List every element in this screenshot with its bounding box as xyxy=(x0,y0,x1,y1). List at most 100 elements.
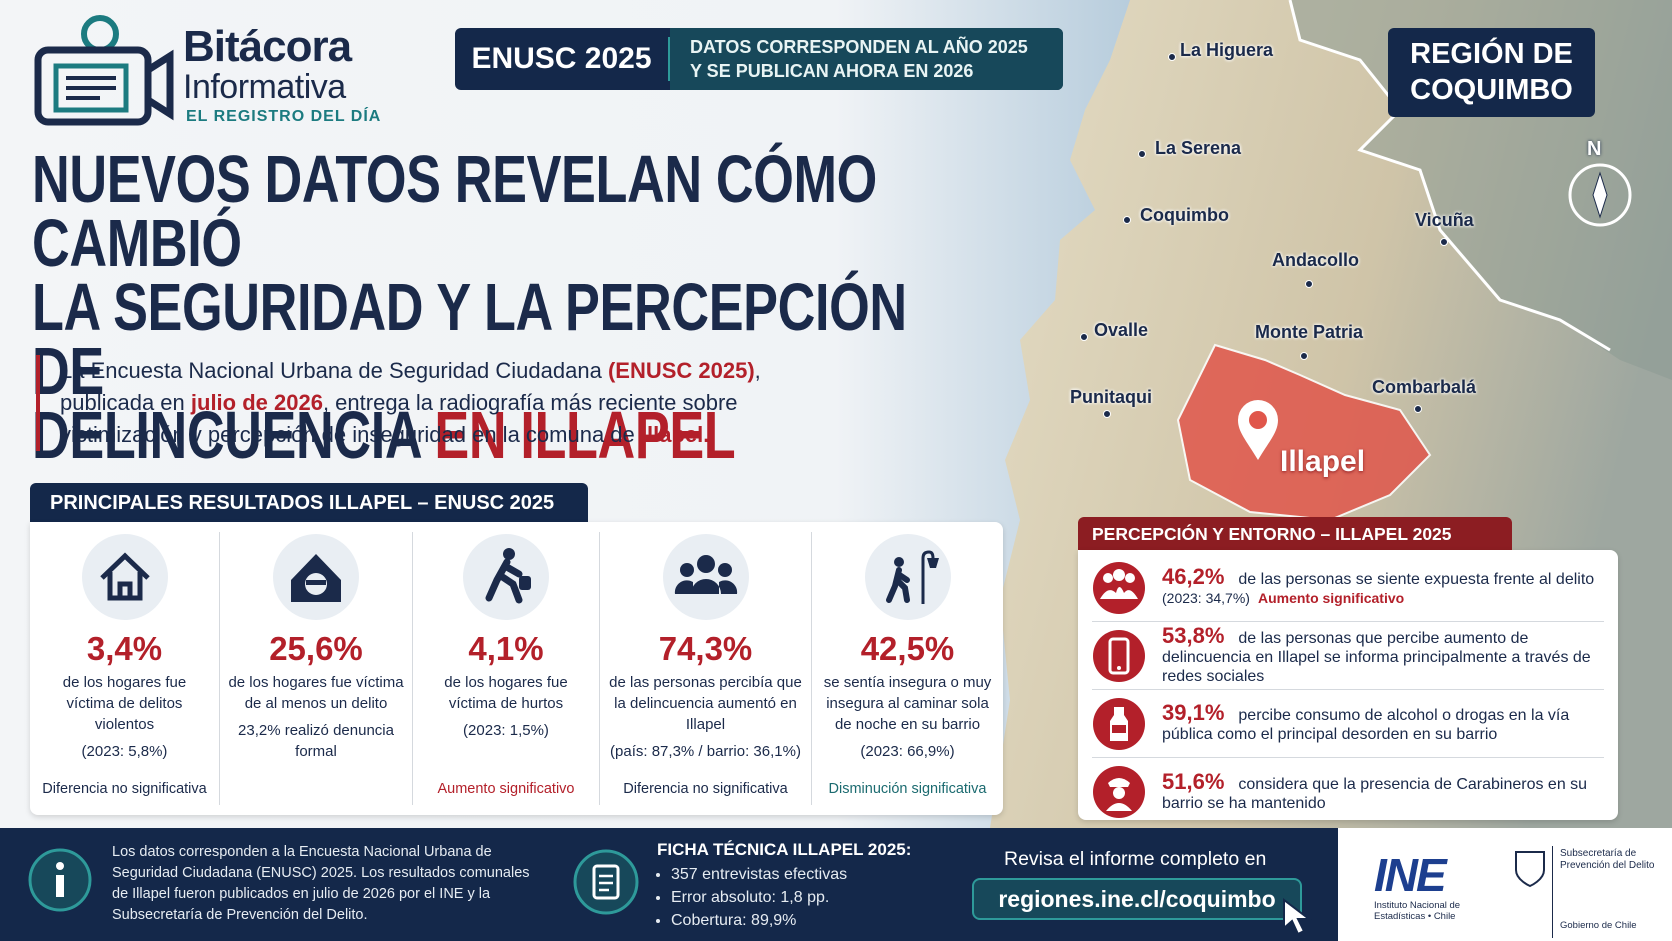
perception-row: 51,6% considera que la presencia de Carab… xyxy=(1092,758,1604,826)
result-description: de los hogares fue víctima de delitos vi… xyxy=(62,674,187,733)
report-link[interactable]: regiones.ine.cl/coquimbo xyxy=(972,878,1302,920)
headline: NUEVOS DATOS REVELAN CÓMO CAMBIÓ LA SEGUR… xyxy=(32,146,968,469)
footer: Los datos corresponden a la Encuesta Nac… xyxy=(0,828,1338,941)
perception-icon xyxy=(1092,697,1146,751)
result-note: 23,2% realizó denuncia formal xyxy=(238,722,394,760)
perception-value: 51,6% xyxy=(1162,768,1225,794)
perception-status: Aumento significativo xyxy=(1257,590,1405,606)
ine-logo: INE xyxy=(1374,849,1447,901)
gov-name: Gobierno de Chile xyxy=(1560,920,1637,931)
logo-icon xyxy=(34,15,174,126)
gov-shield xyxy=(1515,851,1545,888)
city-label: La Serena xyxy=(1155,138,1242,158)
region-line: REGIÓN DE xyxy=(1410,38,1573,70)
result-icon xyxy=(271,532,361,622)
perception-value: 46,2% xyxy=(1162,564,1225,589)
city-dot xyxy=(1440,238,1448,246)
info-icon xyxy=(28,848,92,912)
compass xyxy=(1568,163,1632,227)
headline-line: NUEVOS DATOS REVELAN CÓMO CAMBIÓ xyxy=(32,146,968,277)
perception-row: 39,1% percibe consumo de alcohol o drogas… xyxy=(1092,690,1604,758)
result-value: 3,4% xyxy=(86,630,163,667)
sheet-lines xyxy=(599,874,613,892)
headline-text: NUEVOS DATOS REVELAN CÓMO CAMBIÓ xyxy=(32,142,877,281)
region-badge: REGIÓN DE COQUIMBO xyxy=(1388,28,1595,117)
pin-body xyxy=(1238,400,1278,460)
result-column: 74,3% de las personas percibía que la del… xyxy=(600,532,812,805)
city-dot xyxy=(1138,150,1146,158)
perception-text-block: 51,6% considera que la presencia de Carab… xyxy=(1162,768,1604,813)
result-description: se sentía insegura o muy insegura al cam… xyxy=(823,674,992,733)
city-label: Monte Patria xyxy=(1255,322,1364,342)
icon xyxy=(463,534,549,620)
pin xyxy=(1238,400,1278,460)
result-description: de las personas percibía que la delincue… xyxy=(609,674,802,733)
result-description: de los hogares fue víctima de al menos u… xyxy=(228,674,404,712)
compass-label: N xyxy=(1587,138,1602,160)
perception-card: 46,2% de las personas se siente expuesta … xyxy=(1078,550,1618,820)
perception-value: 39,1% xyxy=(1162,700,1225,725)
result-note: (2023: 1,5%) xyxy=(463,722,549,739)
city-dot xyxy=(1103,410,1111,418)
icon xyxy=(1093,561,1145,614)
result-icon xyxy=(863,532,953,622)
city-label: Vicuña xyxy=(1415,210,1474,230)
city-label: La Higuera xyxy=(1180,40,1274,60)
logo-lines xyxy=(66,76,116,100)
region-line: COQUIMBO xyxy=(1410,74,1573,106)
icon xyxy=(662,534,749,620)
result-column: 42,5% se sentía insegura o muy insegura a… xyxy=(812,532,1003,805)
perception-text: considera que la presencia de Carabinero… xyxy=(1162,775,1588,812)
cta: Revisa el informe completo en xyxy=(1004,848,1267,870)
headline-text: DELINCUENCIA xyxy=(32,398,421,473)
result-column: 25,6% de los hogares fue víctima de al me… xyxy=(220,532,413,805)
headline-text: LA SEGURIDAD Y LA PERCEPCIÓN DE xyxy=(32,270,907,409)
ine-name: Instituto Nacional de Estadísticas • Chi… xyxy=(1374,900,1461,922)
logo-title: Bitácora xyxy=(183,22,352,71)
headline-line: DELINCUENCIA EN ILLAPEL xyxy=(32,402,968,469)
icon xyxy=(1093,697,1145,750)
perception-icon xyxy=(1092,765,1146,819)
badge-label: ENUSC 2025 xyxy=(455,37,670,81)
perception-icon xyxy=(1092,561,1146,615)
perception-row: 46,2% de las personas se siente expuesta … xyxy=(1092,554,1604,622)
sheet-item: 357 entrevistas efectivas xyxy=(671,863,847,886)
city-dot xyxy=(1300,352,1308,360)
city-dot xyxy=(1168,53,1176,61)
result-icon xyxy=(461,532,551,622)
sheet-item: Cobertura: 89,9% xyxy=(671,909,847,932)
result-value: 4,1% xyxy=(468,630,544,667)
badge-line: Y SE PUBLICAN AHORA EN 2026 xyxy=(690,61,974,81)
perception-text: de las personas se siente expuesta frent… xyxy=(1238,571,1595,588)
compass-ring xyxy=(1568,163,1632,227)
logo-tagline: EL REGISTRO DEL DÍA xyxy=(186,108,382,125)
badge: ENUSC 2025 DATOS CORRESPONDEN AL AÑO 202… xyxy=(455,28,1063,90)
perception-text: percibe consumo de alcohol o drogas en l… xyxy=(1162,707,1570,743)
results-title: PRINCIPALES RESULTADOS ILLAPEL – ENUSC 2… xyxy=(30,483,588,523)
result-icon xyxy=(661,532,751,622)
result-status: Diferencia no significativa xyxy=(42,781,207,797)
city-dot xyxy=(1123,216,1131,224)
result-column: 4,1% de los hogares fue víctima de hurtos… xyxy=(413,532,600,805)
badge-line: DATOS CORRESPONDEN AL AÑO 2025 xyxy=(690,37,1028,57)
info-bar xyxy=(56,875,64,897)
cursor-shape xyxy=(1283,898,1312,936)
icon xyxy=(1093,766,1145,818)
headline-line: LA SEGURIDAD Y LA PERCEPCIÓN DE xyxy=(32,274,968,405)
intro-segment: , entrega la radiografía más reciente so… xyxy=(60,390,738,447)
result-column: 3,4% de los hogares fue víctima de delito… xyxy=(30,532,220,805)
logo-divider xyxy=(1552,846,1553,938)
perception-text: de las personas que percibe aumento de d… xyxy=(1162,629,1591,685)
result-note: (país: 87,3% / barrio: 36,1%) xyxy=(610,743,801,760)
result-value: 25,6% xyxy=(269,630,363,667)
result-description: de los hogares fue víctima de hurtos xyxy=(444,674,568,712)
sheet-icon xyxy=(573,849,639,915)
sheet-list: 357 entrevistas efectivasError absoluto:… xyxy=(655,863,847,932)
region-border xyxy=(1288,0,1611,352)
headline-highlight: EN ILLAPEL xyxy=(434,398,736,473)
info-dot xyxy=(56,862,64,870)
sheet-item: Error absoluto: 1,8 pp. xyxy=(671,886,847,909)
intro: La Encuesta Nacional Urbana de Seguridad… xyxy=(36,355,796,451)
perception-title: PERCEPCIÓN Y ENTORNO – ILLAPEL 2025 xyxy=(1078,517,1512,551)
